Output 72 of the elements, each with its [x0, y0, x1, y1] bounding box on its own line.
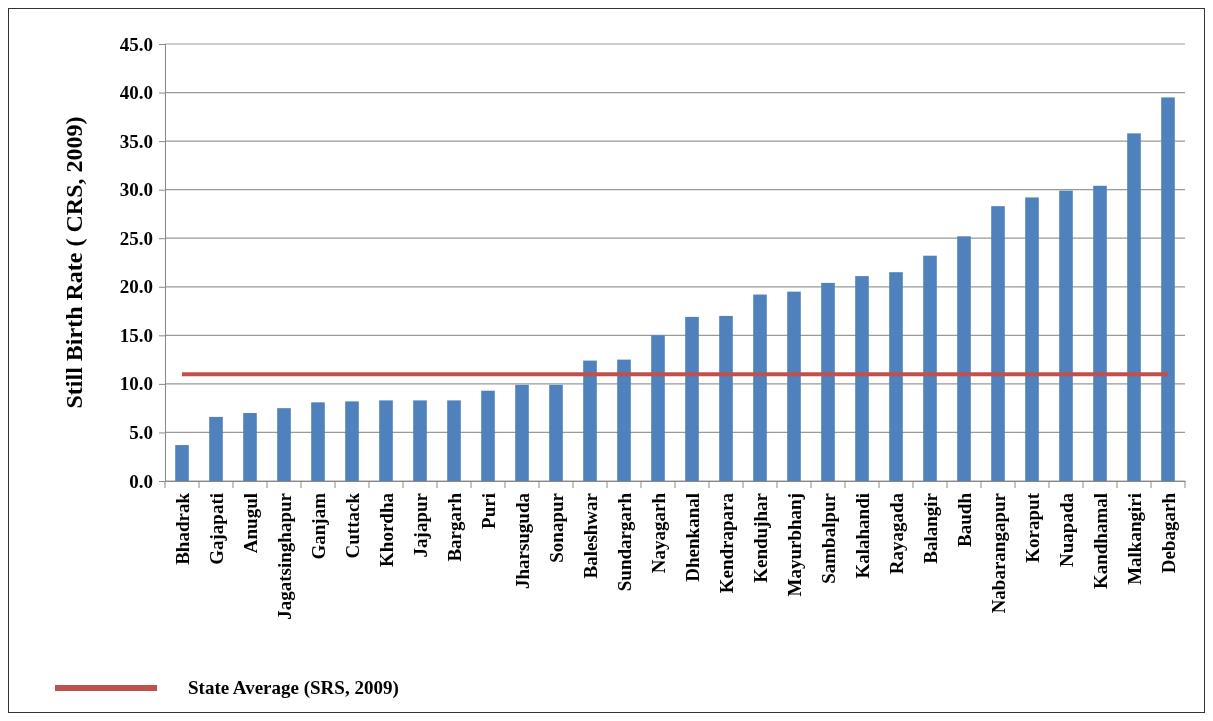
x-tick-label: Debagarh: [1157, 492, 1179, 574]
x-tick-label: Khordha: [375, 492, 397, 567]
bar: [447, 400, 461, 481]
y-tick-label: 25.0: [119, 227, 153, 249]
bar: [685, 316, 699, 481]
bar: [1093, 185, 1107, 481]
bar: [1127, 133, 1141, 481]
x-tick-label: Rayagada: [885, 492, 907, 575]
bar: [345, 401, 359, 481]
bar: [175, 445, 189, 481]
x-tick-label: Dhenkanal: [681, 493, 703, 582]
y-tick-label: 10.0: [119, 373, 153, 395]
y-tick-label: 15.0: [119, 324, 153, 346]
bar: [787, 291, 801, 481]
x-tick-label: Jharsuguda: [511, 492, 533, 590]
bar: [651, 335, 665, 481]
bar: [1161, 97, 1175, 481]
y-axis-title: Still Birth Rate ( CRS, 2009): [61, 116, 87, 409]
x-tick-label: Sambalpur: [817, 492, 839, 584]
y-tick-label: 5.0: [129, 422, 153, 444]
bar: [821, 282, 835, 481]
x-tick-label: Cuttack: [341, 492, 363, 559]
x-tick-label: Baleshwar: [579, 492, 601, 579]
x-tick-label: Kendujhar: [749, 492, 771, 583]
bar: [923, 255, 937, 481]
x-tick-label: Baudh: [953, 492, 975, 547]
y-tick-label: 0.0: [129, 470, 153, 492]
x-tick-label: Balangir: [919, 492, 941, 564]
x-tick-label: Anugul: [239, 493, 261, 554]
bar: [379, 400, 393, 481]
bar: [957, 236, 971, 481]
x-tick-label: Kendrapara: [715, 492, 737, 594]
bar: [855, 276, 869, 481]
x-tick-label: Ganjam: [307, 492, 329, 560]
x-tick-label: Malkangiri: [1123, 493, 1145, 585]
bar: [991, 206, 1005, 481]
x-tick-label: Jajapur: [409, 492, 431, 558]
y-tick-label: 30.0: [119, 179, 153, 201]
y-tick-label: 45.0: [119, 33, 153, 55]
bar: [277, 408, 291, 481]
y-tick-label: 20.0: [119, 276, 153, 298]
bar: [889, 272, 903, 481]
bar: [413, 400, 427, 481]
bar: [1025, 197, 1039, 481]
bar: [583, 360, 597, 481]
bar: [243, 413, 257, 481]
x-tick-label: Koraput: [1021, 492, 1043, 563]
y-tick-label: 40.0: [119, 82, 153, 104]
bar: [753, 294, 767, 481]
bar: [549, 384, 563, 481]
x-tick-label: Sundargarh: [613, 492, 635, 592]
y-tick-label: 35.0: [119, 130, 153, 152]
bar: [617, 359, 631, 481]
x-tick-label: Mayurbhanj: [783, 493, 805, 597]
x-tick-label: Gajapati: [205, 493, 227, 565]
x-tick-label: Nuapada: [1055, 492, 1077, 567]
bar: [515, 384, 529, 481]
x-tick-label: Nabarangapur: [987, 492, 1009, 614]
bar: [481, 390, 495, 481]
x-tick-label: Bargarh: [443, 492, 465, 562]
bar: [719, 315, 733, 481]
x-tick-label: Jagatsinghapur: [273, 492, 295, 620]
x-tick-label: Kandhamal: [1089, 493, 1111, 590]
bar: [209, 416, 223, 481]
x-tick-label: Bhadrak: [171, 492, 193, 565]
x-tick-label: Puri: [477, 493, 499, 529]
x-tick-label: Nayagarh: [647, 492, 669, 574]
x-tick-label: Kalahandi: [851, 493, 873, 579]
text: State Average (SRS, 2009): [188, 677, 399, 699]
bar: [311, 402, 325, 481]
bar: [1059, 190, 1073, 481]
x-tick-label: Sonapur: [545, 492, 567, 563]
